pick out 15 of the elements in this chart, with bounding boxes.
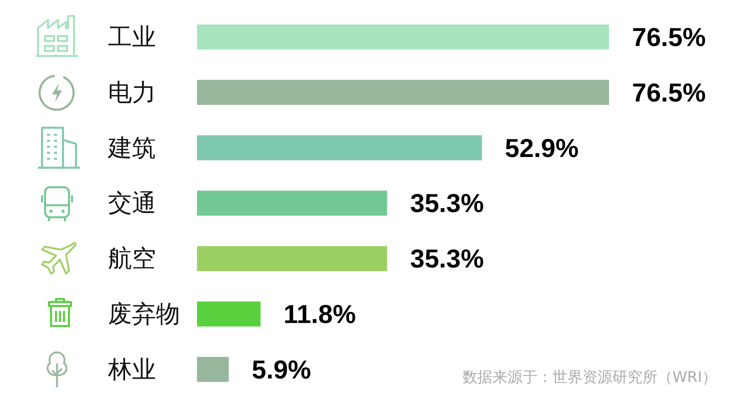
y-tick-label: 林业	[107, 355, 156, 384]
y-tick-label: 交通	[108, 189, 156, 218]
y-tick-label: 工业	[108, 23, 156, 51]
data-label: 35.3%	[410, 244, 484, 274]
data-label: 11.8%	[284, 299, 356, 329]
y-tick-label: 电力	[108, 78, 156, 106]
data-label: 76.5%	[632, 77, 706, 108]
y-tick-label: 航空	[108, 244, 156, 273]
y-tick-label: 建筑	[107, 134, 156, 162]
annotation: 数据来源于：世界资源研究所（WRI）	[462, 368, 717, 386]
y-tick-label: 废弃物	[108, 300, 180, 328]
data-label: 76.5%	[632, 22, 706, 52]
data-label: 35.3%	[410, 188, 484, 218]
data-label: 52.9%	[504, 132, 579, 163]
data-label: 5.9%	[252, 354, 312, 384]
